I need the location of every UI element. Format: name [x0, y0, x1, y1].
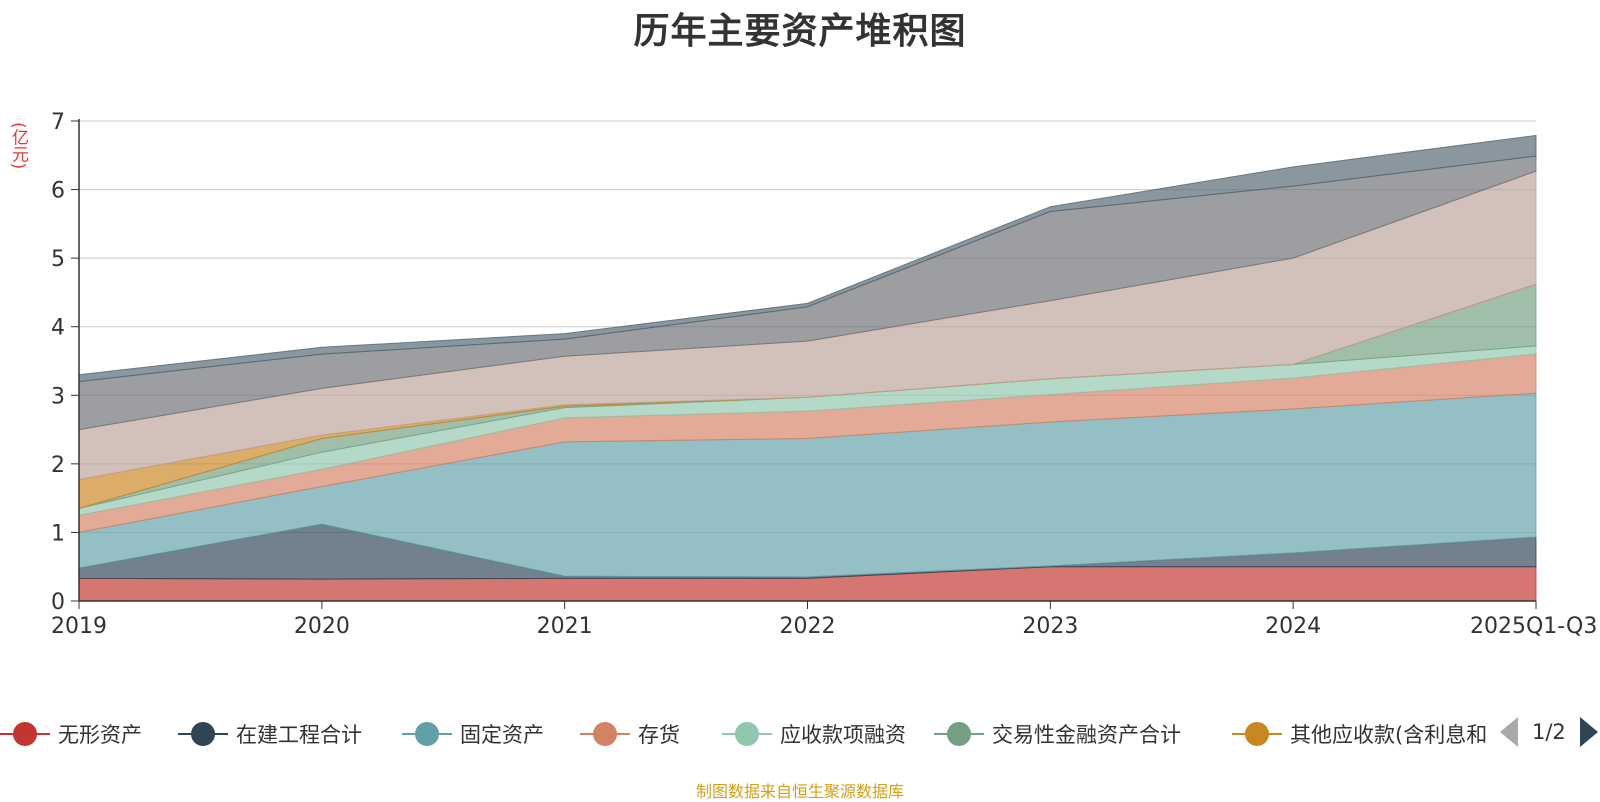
- legend-item-6[interactable]: 交易性金融资产合计: [934, 716, 1181, 752]
- legend-marker-icon: [934, 719, 984, 749]
- y-axis-unit-label: (亿元): [8, 122, 28, 170]
- legend-label: 固定资产: [460, 723, 544, 747]
- legend-label: 在建工程合计: [236, 723, 362, 747]
- legend-item-7[interactable]: 其他应收款(含利息和股利): [1232, 716, 1486, 752]
- x-tick-label: 2024: [1265, 614, 1321, 639]
- legend-marker-icon: [402, 719, 452, 749]
- legend-item-4[interactable]: 存货: [580, 716, 680, 752]
- legend-page-indicator: 1/2: [1532, 720, 1566, 744]
- y-tick-label: 6: [51, 179, 65, 204]
- y-tick-label: 4: [51, 316, 65, 341]
- y-tick-label: 2: [51, 453, 65, 478]
- legend-prev-page-icon[interactable]: [1500, 717, 1518, 747]
- legend-item-3[interactable]: 固定资产: [402, 716, 544, 752]
- legend: 无形资产 在建工程合计 固定资产 存货 应收款项融资 交易性金融资产合计 其他应收款(含利息…: [0, 716, 1600, 752]
- chart-title: 历年主要资产堆积图: [633, 11, 967, 52]
- legend-marker-icon: [1232, 719, 1282, 749]
- x-tick-label: 2025Q1-Q3: [1470, 614, 1597, 639]
- legend-label: 无形资产: [58, 723, 142, 747]
- y-tick-label: 5: [51, 247, 65, 272]
- legend-marker-icon: [178, 719, 228, 749]
- x-tick-label: 2021: [537, 614, 593, 639]
- legend-next-page-icon[interactable]: [1579, 717, 1598, 747]
- legend-item-5[interactable]: 应收款项融资: [722, 716, 906, 752]
- y-tick-label: 7: [51, 110, 65, 135]
- legend-label: 交易性金融资产合计: [992, 723, 1181, 747]
- legend-marker-icon: [722, 719, 772, 749]
- legend-pager: 1/2: [1500, 717, 1598, 747]
- legend-marker-icon: [0, 719, 50, 749]
- x-tick-label: 2019: [51, 614, 107, 639]
- legend-item-2[interactable]: 在建工程合计: [178, 716, 362, 752]
- y-tick-label: 3: [51, 384, 65, 409]
- stacked-area-chart: 0 1 2 3 4 5 6 7 2019 2020 2021 2022 2023 2024 2025Q1-Q…: [51, 110, 1597, 639]
- area-series-10: [78, 134, 1537, 383]
- legend-marker-icon: [580, 719, 630, 749]
- legend-label: 其他应收款(含利息和股利): [1290, 723, 1486, 747]
- y-tick-label: 1: [51, 521, 65, 546]
- data-source-note: 制图数据来自恒生聚源数据库: [695, 782, 904, 801]
- x-tick-label: 2023: [1022, 614, 1078, 639]
- legend-label: 应收款项融资: [780, 723, 906, 747]
- y-tick-label: 0: [51, 590, 65, 615]
- legend-label: 存货: [638, 723, 680, 747]
- x-tick-label: 2022: [780, 614, 836, 639]
- x-tick-label: 2020: [294, 614, 350, 639]
- legend-item-1[interactable]: 无形资产: [0, 716, 142, 752]
